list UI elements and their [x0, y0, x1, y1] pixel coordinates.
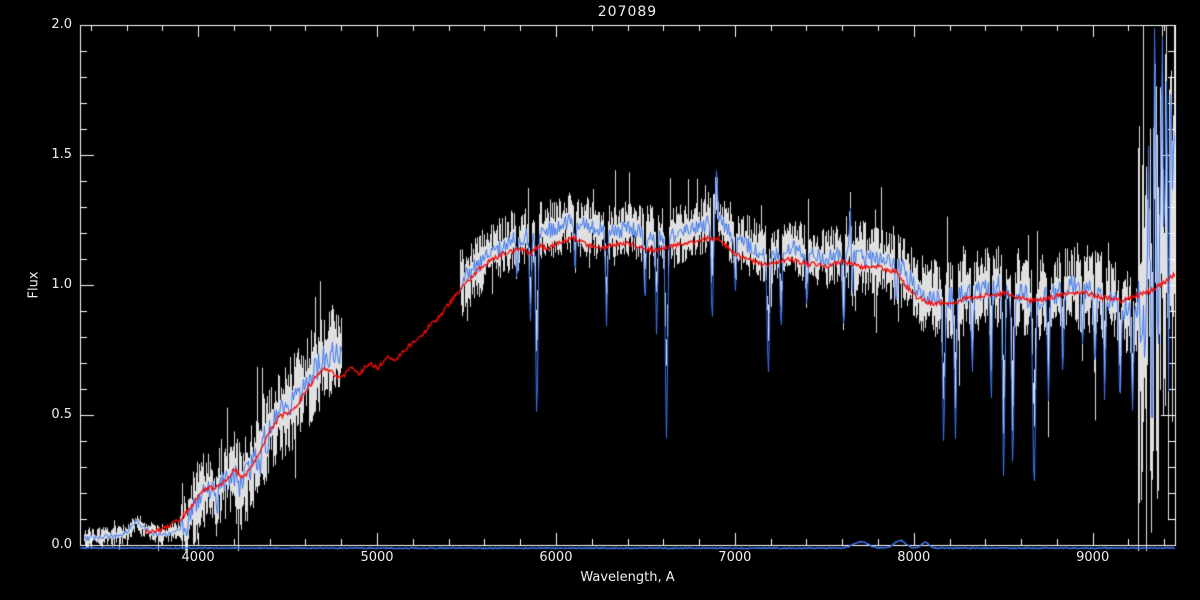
x-tick-label: 9000 — [1076, 550, 1110, 565]
x-tick-label: 8000 — [897, 550, 931, 565]
x-axis-label: Wavelength, A — [580, 570, 675, 585]
x-tick-label: 6000 — [539, 550, 573, 565]
y-tick-label: 0.5 — [51, 407, 72, 422]
y-tick-label: 2.0 — [51, 17, 72, 32]
x-tick-label: 5000 — [360, 550, 394, 565]
y-tick-label: 0.0 — [51, 537, 72, 552]
plot-title: 207089 — [597, 4, 658, 20]
x-tick-label: 4000 — [181, 550, 215, 565]
y-tick-label: 1.0 — [51, 277, 72, 292]
y-tick-label: 1.5 — [51, 147, 72, 162]
x-tick-label: 7000 — [718, 550, 752, 565]
